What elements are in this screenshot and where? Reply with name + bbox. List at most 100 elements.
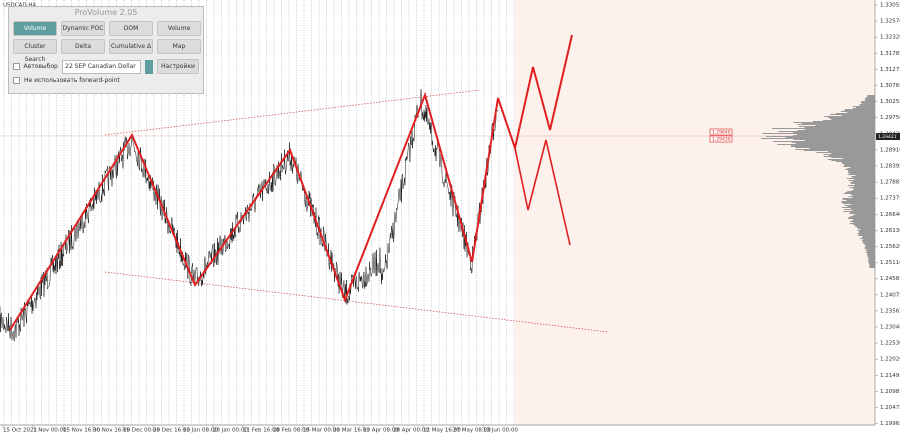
channel-lower (104, 271, 609, 333)
price-label: 1.29750 (880, 115, 900, 121)
profile-bar (844, 164, 875, 165)
profile-bar (828, 151, 875, 152)
profile-bar (795, 147, 875, 148)
profile-bar (850, 182, 875, 183)
profile-bar (856, 227, 875, 228)
profile-bar (857, 230, 875, 231)
profile-bar (862, 241, 875, 242)
profile-bar (867, 256, 875, 257)
time-label: 15 Mar 00:00 (303, 428, 340, 434)
price-label: 1.27885 (880, 180, 900, 186)
profile-bar (816, 152, 875, 153)
profile-bar (844, 209, 875, 210)
dropdown-arrow[interactable] (144, 59, 153, 74)
tool-button[interactable]: Volume Profile (13, 21, 57, 45)
profile-bar (859, 232, 875, 233)
time-label: 27 May 08:00 (453, 428, 491, 434)
profile-bar (868, 258, 875, 259)
profile-bar (852, 195, 875, 196)
profile-bar (865, 98, 875, 99)
profile-bar (859, 105, 875, 106)
profile-bar (851, 190, 875, 191)
profile-bar (867, 95, 875, 96)
profile-bar (778, 131, 875, 132)
tool-button[interactable]: Cumulative Δ (109, 39, 153, 54)
profile-bar (864, 247, 875, 248)
tool-button[interactable]: Volume (157, 21, 201, 36)
profile-bar (777, 144, 875, 145)
profile-bar (849, 187, 875, 188)
profile-bar (861, 101, 875, 102)
profile-bar (822, 120, 875, 121)
profile-bar (762, 133, 875, 134)
profile-bar (868, 261, 875, 262)
price-label: 1.30255 (880, 99, 900, 105)
profile-bar (793, 139, 875, 140)
profile-bar (867, 253, 875, 254)
profile-bar (829, 114, 875, 115)
time-label: 15 Dec 00:00 (123, 428, 160, 434)
price-label: 1.29420 (880, 131, 900, 137)
profile-bar (850, 183, 875, 184)
time-label: 12 May 16:00 (423, 428, 461, 434)
profile-bar (845, 109, 875, 110)
profile-bar (862, 239, 875, 240)
profile-bar (866, 254, 875, 255)
tool-button[interactable]: Dynamic POC (61, 21, 105, 36)
profile-bar (850, 216, 875, 217)
tool-button[interactable]: Cluster Search (13, 39, 57, 63)
settings-button[interactable]: Настройки (156, 59, 199, 74)
profile-bar (849, 213, 875, 214)
time-label: 15 Oct 2021 (3, 428, 37, 434)
current-box (876, 133, 900, 140)
tool-button[interactable]: DOM (109, 21, 153, 36)
price-series (0, 89, 498, 342)
profile-bar (785, 137, 875, 138)
profile-bar (809, 148, 875, 149)
profile-bar (855, 226, 875, 227)
profile-bar (850, 208, 875, 209)
price-label: 1.30765 (880, 83, 900, 89)
checkbox[interactable] (13, 63, 20, 70)
profile-bar (847, 206, 875, 207)
profile-bar (824, 116, 875, 117)
profile-bar (847, 185, 875, 186)
profile-bar (865, 100, 875, 101)
tag-box (709, 128, 733, 136)
instrument-select[interactable]: 22 SEP Canadian Dollar (62, 59, 141, 74)
profile-bar (850, 212, 875, 213)
profile-bar (796, 134, 875, 135)
profile-bar (868, 263, 875, 264)
profile-bar (852, 215, 875, 216)
profile-bar (857, 228, 875, 229)
checkbox[interactable] (13, 77, 20, 84)
profile-bar (865, 245, 875, 246)
auto-label: Автовыбор (23, 63, 58, 70)
profile-bar (804, 140, 875, 141)
profile-bar (859, 104, 875, 105)
profile-bar (868, 262, 875, 263)
price-label: 1.25110 (880, 260, 900, 266)
profile-bar (804, 127, 875, 128)
profile-bar (831, 160, 875, 161)
price-label: 1.26640 (880, 212, 900, 218)
profile-bar (766, 136, 875, 137)
time-label: 30 Nov 16:00 (93, 428, 131, 434)
profile-bar (850, 194, 875, 195)
tool-button[interactable]: Map (157, 39, 201, 54)
profile-bar (851, 220, 875, 221)
time-label: 29 Dec 16:00 (153, 428, 190, 434)
tool-button[interactable]: Delta (61, 39, 105, 54)
profile-bar (803, 150, 875, 151)
profile-bar (844, 110, 875, 111)
profile-bar (827, 117, 875, 118)
profile-bar (853, 189, 875, 190)
profile-bar (847, 218, 875, 219)
tag-box (709, 135, 733, 143)
price-label: 1.31785 (880, 51, 900, 57)
forward-label: Не использовать forward-point (24, 77, 120, 84)
profile-bar (773, 141, 875, 142)
profile-bar (847, 178, 875, 179)
profile-bar (835, 161, 875, 162)
